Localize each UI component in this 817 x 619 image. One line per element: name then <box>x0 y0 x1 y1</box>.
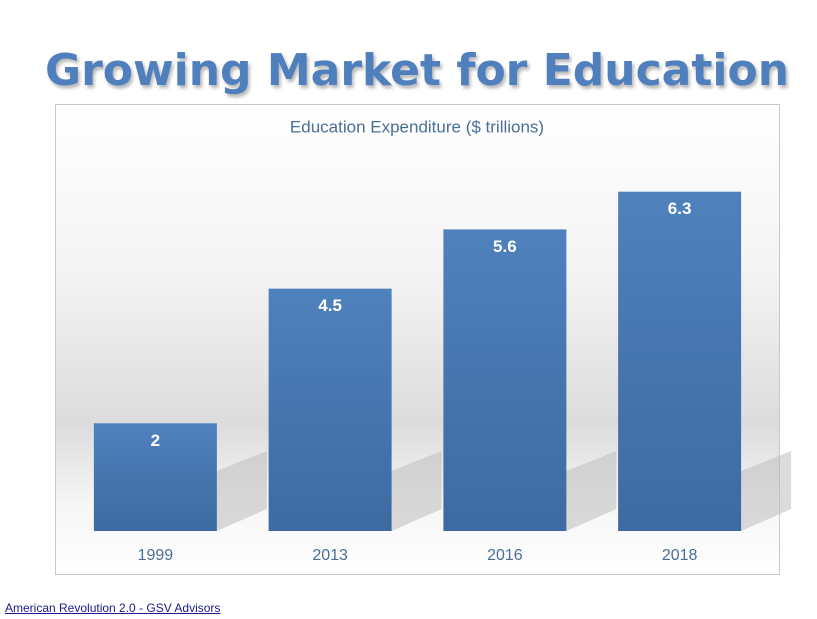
chart: Growing Market for Education Education E… <box>45 45 792 575</box>
bar <box>93 423 217 531</box>
x-tick-label: 2018 <box>662 547 698 564</box>
bar-shadow <box>216 451 267 531</box>
data-label: 2 <box>151 431 160 450</box>
chart-title: Education Expenditure ($ trillions) <box>290 117 544 136</box>
source-link[interactable]: American Revolution 2.0 - GSV Advisors <box>5 601 221 615</box>
bar <box>443 229 567 531</box>
data-label: 5.6 <box>493 237 517 256</box>
data-label: 6.3 <box>668 199 692 218</box>
bar <box>618 191 742 531</box>
data-label: 4.5 <box>318 296 342 315</box>
bar <box>268 288 392 531</box>
x-tick-label: 2013 <box>312 547 348 564</box>
page-title: Growing Market for Education <box>45 45 789 96</box>
x-tick-label: 2016 <box>487 547 523 564</box>
bar-shadow <box>566 451 617 531</box>
bar-shadow <box>391 451 442 531</box>
bar-shadow <box>741 451 792 531</box>
x-tick-label: 1999 <box>138 547 174 564</box>
